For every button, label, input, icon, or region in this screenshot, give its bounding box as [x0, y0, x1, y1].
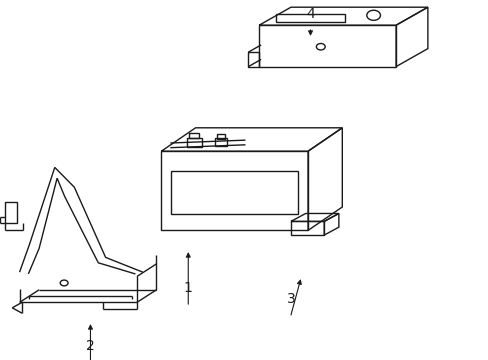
Text: 3: 3 — [286, 292, 295, 306]
Text: 1: 1 — [183, 281, 192, 295]
Text: 4: 4 — [305, 7, 314, 21]
Text: 2: 2 — [86, 339, 95, 352]
